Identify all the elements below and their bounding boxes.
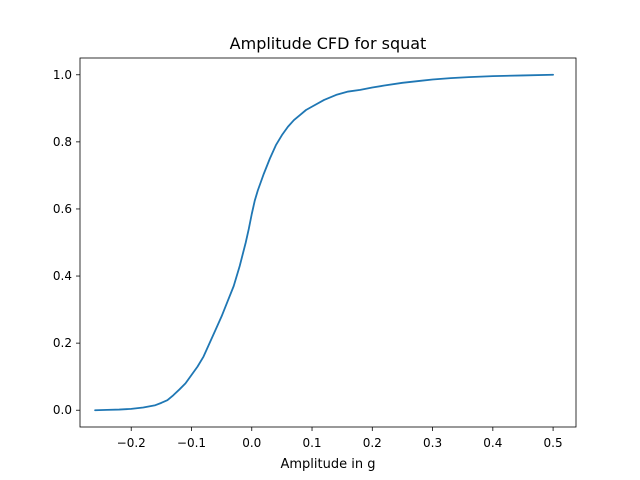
chart-title: Amplitude CFD for squat: [230, 34, 427, 53]
y-axis: 0.0 0.2 0.4 0.6 0.8 1.0: [53, 68, 80, 417]
x-tick-label: −0.1: [177, 436, 206, 450]
x-axis: −0.2 −0.1 0.0 0.1 0.2 0.3 0.4 0.5: [117, 427, 563, 450]
y-tick-label: 1.0: [53, 68, 72, 82]
y-tick-label: 0.8: [53, 135, 72, 149]
x-tick-label: −0.2: [117, 436, 146, 450]
plot-area: [79, 57, 577, 428]
x-tick-label: 0.1: [302, 436, 321, 450]
x-tick-label: 0.5: [544, 436, 563, 450]
y-tick-label: 0.4: [53, 269, 72, 283]
x-tick-label: 0.4: [483, 436, 502, 450]
series-layer: [94, 73, 554, 412]
x-tick-label: 0.2: [363, 436, 382, 450]
y-tick-label: 0.2: [53, 336, 72, 350]
axes-frame: [79, 57, 577, 428]
y-tick-label: 0.0: [53, 403, 72, 417]
x-tick-label: 0.3: [423, 436, 442, 450]
y-tick-label: 0.6: [53, 202, 72, 216]
x-tick-label: 0.0: [242, 436, 261, 450]
cfd-series-line: [94, 73, 554, 412]
x-axis-label: Amplitude in g: [281, 457, 376, 472]
